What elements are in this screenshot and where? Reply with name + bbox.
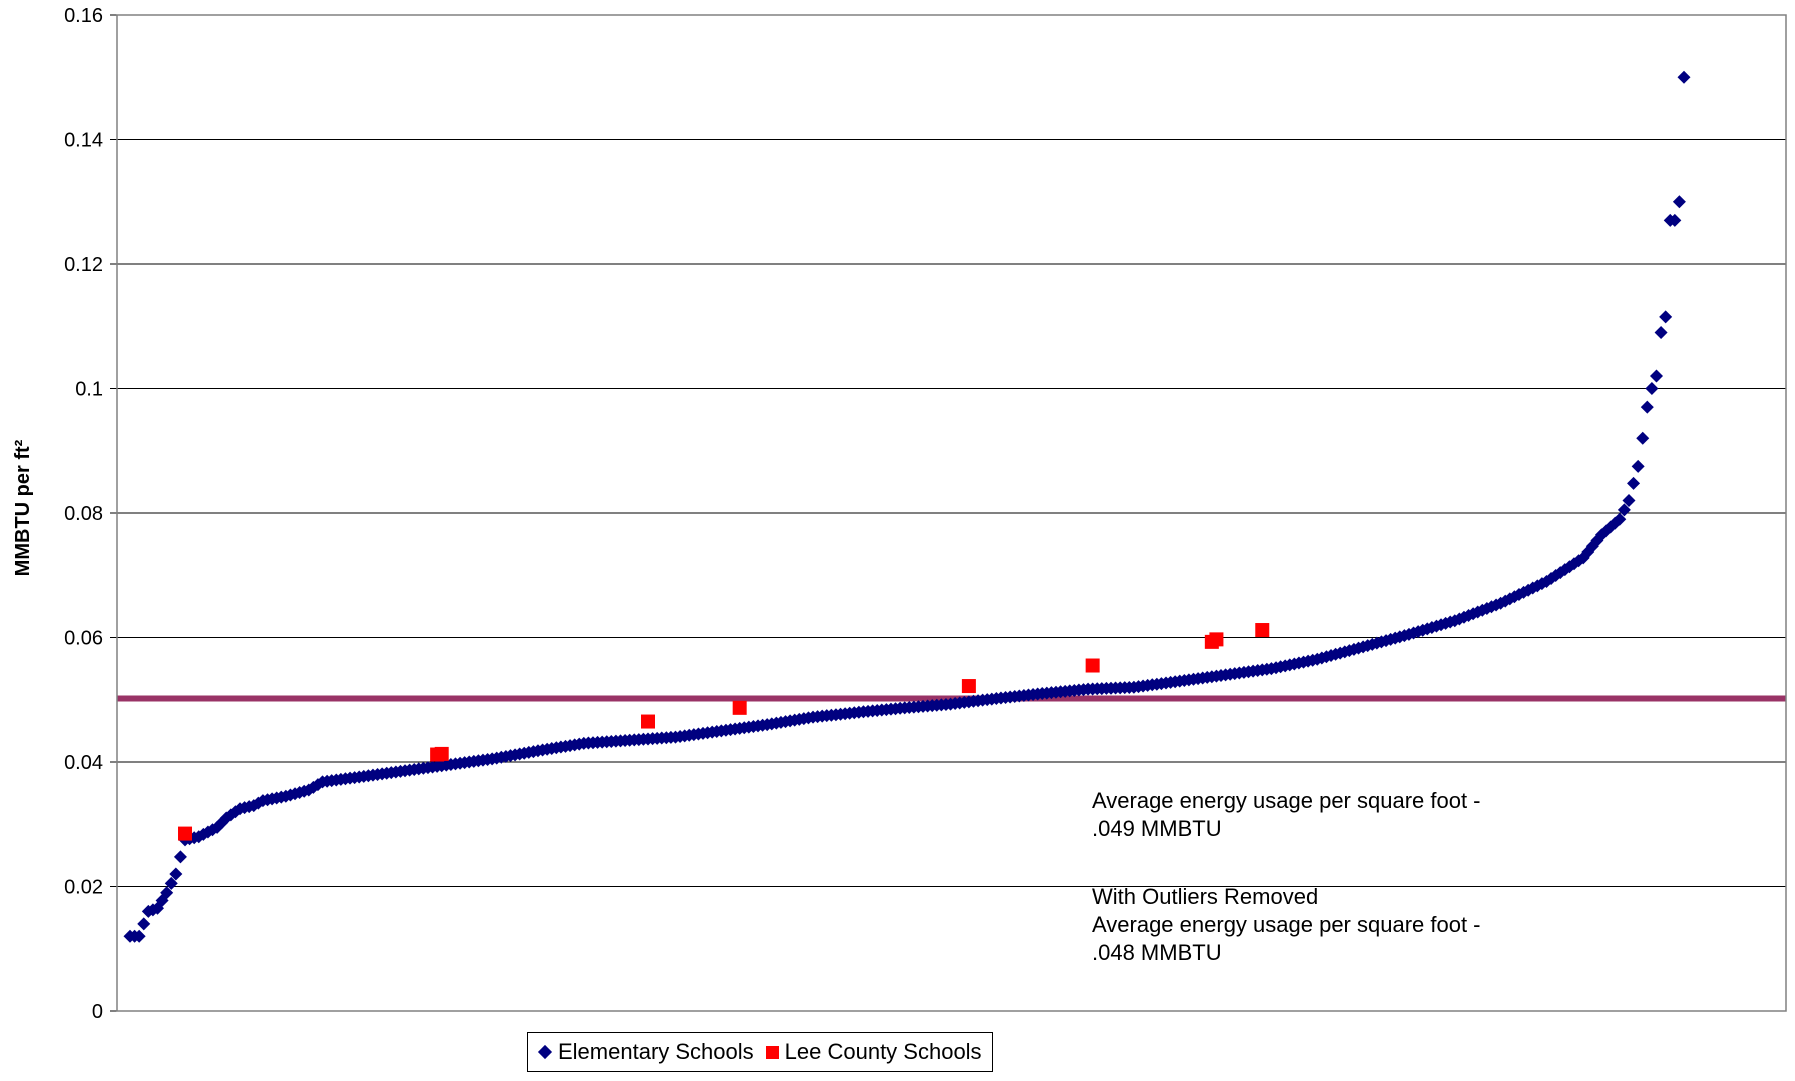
data-point-lee-county [178,826,193,841]
data-point-lee-county [961,679,976,694]
data-point-lee-county [732,700,747,715]
data-point-elementary [1636,431,1650,445]
y-tick-label: 0.08 [64,503,103,525]
data-point-elementary [1654,325,1668,339]
data-point-lee-county [434,746,449,761]
legend: Elementary Schools Lee County Schools [527,1032,993,1072]
series-elementary-schools [123,70,1691,943]
y-tick-label: 0.1 [75,379,103,401]
y-tick-label: 0.14 [64,130,103,152]
data-point-elementary [1640,400,1654,414]
data-point-elementary [169,867,183,881]
y-tick-label: 0 [92,1001,103,1023]
plot-area-frame [116,14,1787,1012]
data-point-elementary [1645,382,1659,395]
data-point-elementary [1627,476,1641,490]
legend-item-elementary: Elementary Schools [536,1039,754,1065]
data-point-elementary [1617,503,1631,517]
data-point-lee-county [1255,623,1270,638]
annotation-outliers-removed: With Outliers Removed Average energy usa… [1092,884,1481,965]
legend-item-lee-county: Lee County Schools [764,1039,982,1065]
series-lee-county-schools [178,623,1270,841]
data-point-elementary-outlier [1677,70,1691,84]
data-point-elementary-outlier [1659,310,1673,324]
data-point-elementary [160,886,174,900]
data-point-elementary [173,850,187,864]
legend-label-elementary: Elementary Schools [558,1039,754,1064]
legend-diamond-icon [537,1044,553,1060]
data-point-elementary [137,917,151,931]
data-point-elementary [1631,459,1645,473]
data-point-elementary [1649,369,1663,383]
gridlines [117,139,1786,887]
data-point-elementary-outlier [1668,213,1682,227]
y-axis-ticks: 0 0.02 0.04 0.06 0.08 0.1 0.12 0.14 0.16 [64,5,117,1023]
data-point-lee-county [641,714,655,729]
y-tick-label: 0.06 [64,628,103,650]
y-tick-label: 0.16 [64,5,103,27]
data-point-elementary [1613,512,1627,526]
y-axis-label: MMBTU per ft² [12,439,34,576]
legend-label-lee-county: Lee County Schools [784,1039,982,1064]
data-point-elementary-outlier [1672,195,1686,209]
legend-square-icon [765,1045,779,1059]
y-tick-label: 0.12 [64,254,103,276]
data-point-elementary [1622,494,1636,508]
y-tick-label: 0.04 [64,752,103,774]
data-point-elementary [164,876,178,890]
data-point-lee-county [1209,632,1224,647]
data-point-lee-county [1085,658,1100,673]
annotation-average: Average energy usage per square foot - .… [1092,788,1481,841]
data-point-elementary [132,929,146,943]
y-tick-label: 0.02 [64,877,103,899]
